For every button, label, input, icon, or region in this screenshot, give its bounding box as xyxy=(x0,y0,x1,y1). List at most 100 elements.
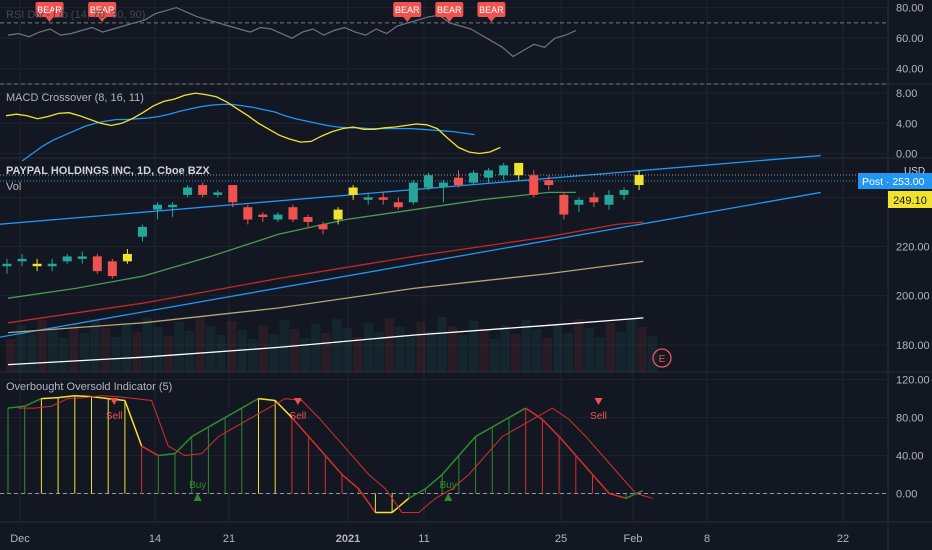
candle-body xyxy=(604,194,614,205)
candle xyxy=(303,214,313,227)
volume-bar xyxy=(279,320,290,372)
candle xyxy=(137,224,147,242)
volume-bar xyxy=(321,333,332,372)
oos-segment xyxy=(241,397,259,409)
oos-segment xyxy=(324,455,343,476)
oos-segment xyxy=(308,436,326,457)
macd-title: MACD Crossover (8, 16, 11) xyxy=(6,92,144,104)
candle-body xyxy=(454,177,463,186)
volume-bar xyxy=(6,339,16,372)
volume-bar xyxy=(90,319,100,372)
candle-body xyxy=(92,256,102,272)
volume-bar xyxy=(216,335,226,372)
oos-segment xyxy=(608,492,627,499)
volume-bar xyxy=(616,332,626,372)
candle xyxy=(107,258,117,279)
volume-bar xyxy=(300,338,311,372)
bear-marker-box xyxy=(88,2,117,17)
price-tick-label: 180.00 xyxy=(896,340,930,352)
x-axis-label: 22 xyxy=(837,533,849,545)
oos-segment xyxy=(124,400,143,447)
volume-bar xyxy=(111,337,121,372)
oos-segment xyxy=(491,416,510,428)
earnings-marker: E xyxy=(652,348,672,368)
candle xyxy=(2,258,12,274)
volume-bar xyxy=(437,317,447,372)
oos-segment xyxy=(508,407,527,419)
sell-arrow xyxy=(293,398,302,405)
volume-bar xyxy=(332,319,342,372)
candle xyxy=(17,253,27,267)
volume-bar xyxy=(37,320,48,372)
bear-marker: BEAR xyxy=(435,2,464,22)
oos-tick-label: 80.00 xyxy=(896,413,924,425)
price-title: PAYPAL HOLDINGS INC, 1D, Cboe BZX xyxy=(6,165,210,177)
candle-body xyxy=(183,187,193,195)
candle-body xyxy=(47,263,57,267)
sell-arrow xyxy=(110,398,119,405)
buy-arrow xyxy=(193,493,202,501)
bear-marker-label: BEAR xyxy=(90,5,115,15)
oos-tick-label: 120.00 xyxy=(896,375,930,387)
volume-bar xyxy=(605,323,616,372)
candle xyxy=(243,204,253,225)
trendline xyxy=(0,191,821,338)
volume-bar xyxy=(163,336,174,372)
oos-tick-label: 40.00 xyxy=(896,451,924,463)
candle xyxy=(408,180,418,205)
oos-segment xyxy=(475,426,493,438)
sell-label: Sell xyxy=(290,411,307,422)
candle-body xyxy=(634,174,644,186)
candle xyxy=(348,185,358,200)
x-axis-label: 21 xyxy=(223,533,235,545)
volume-bar xyxy=(458,335,468,372)
candle xyxy=(258,212,268,222)
candle-body xyxy=(273,214,283,220)
candle xyxy=(484,167,494,183)
volume-bar xyxy=(16,325,27,372)
moving-average xyxy=(7,260,644,334)
volume-bar xyxy=(342,328,353,372)
bear-marker-box xyxy=(35,2,64,17)
volume-bar xyxy=(58,338,69,372)
oos-segment xyxy=(158,452,176,457)
volume-bar xyxy=(479,330,489,372)
candle-body xyxy=(228,185,238,203)
oos-segment xyxy=(441,455,460,476)
rsi-title: RSI Div - Lib (14, 70, 30, 90) xyxy=(6,9,145,21)
candle-body xyxy=(363,197,373,200)
earnings-label: E xyxy=(659,354,666,365)
oos-segment xyxy=(174,436,193,455)
moving-average xyxy=(7,317,644,366)
oos-segment xyxy=(41,396,59,400)
rsi-tick-label: 40.00 xyxy=(896,64,924,76)
volume-bar xyxy=(416,322,426,372)
volume-bar xyxy=(184,331,195,372)
candle xyxy=(213,189,223,198)
candle-body xyxy=(544,180,554,186)
volume-bar xyxy=(353,337,363,372)
volume-bar xyxy=(132,332,142,372)
oos-segment xyxy=(425,473,443,490)
oos-segment xyxy=(358,488,377,513)
candle-body xyxy=(77,256,87,259)
volume-bar xyxy=(237,330,247,372)
candle-body xyxy=(17,258,27,262)
oos-segment xyxy=(24,397,42,407)
candle xyxy=(77,251,87,264)
candle xyxy=(454,170,463,188)
volume-bar xyxy=(574,319,584,372)
x-axis-label: Dec xyxy=(10,533,30,545)
oos-segment xyxy=(525,407,543,421)
volume-bar xyxy=(489,339,500,372)
price-tick-label: 200.00 xyxy=(896,291,930,303)
candle xyxy=(168,202,178,218)
oos-segment xyxy=(58,394,75,399)
oos-segment xyxy=(291,417,310,438)
bear-marker-label: BEAR xyxy=(437,5,462,15)
buy-arrow xyxy=(444,493,453,501)
candle-body xyxy=(348,187,358,195)
